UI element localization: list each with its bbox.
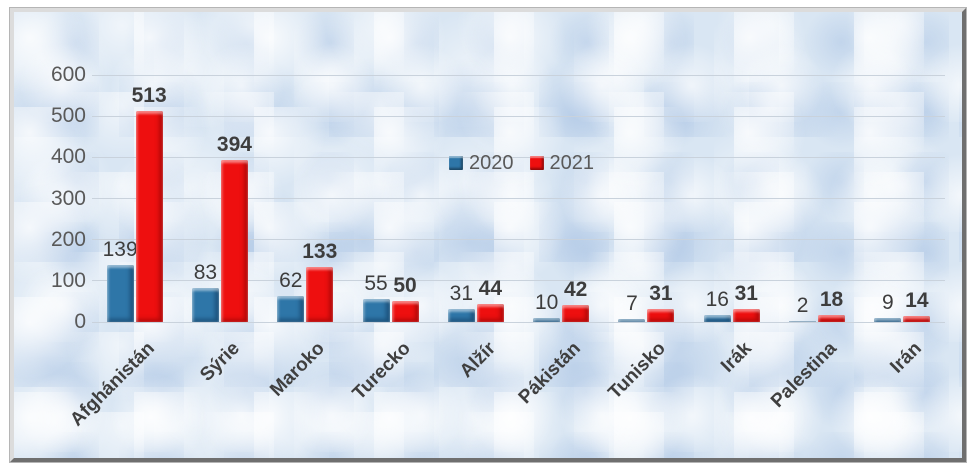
gridline-0: [92, 321, 945, 323]
y-tick-label-0: 0: [74, 310, 86, 333]
value-label-2020-Tunisko: 7: [626, 292, 638, 315]
bar-2020-Tunisko: [618, 319, 646, 322]
category-label-Sýrie: Sýrie: [196, 338, 244, 386]
bar-2020-Afghánistán: [106, 265, 134, 322]
bar-2021-Afghánistán: [135, 111, 163, 322]
bar-2020-Pákistán: [533, 318, 561, 322]
y-tick-label-300: 300: [50, 186, 86, 210]
gridline-600: [92, 74, 945, 76]
chart-frame: [10, 8, 966, 462]
legend-label-2020: 2020: [469, 152, 514, 174]
bar-2021-Irán: [903, 316, 931, 322]
value-label-2021-Afghánistán: 513: [131, 84, 167, 107]
bar-2021-Pákistán: [562, 305, 590, 322]
bar-2021-Turecko: [391, 301, 419, 322]
value-label-2021-Pákistán: 42: [563, 278, 588, 301]
gridline-500: [92, 115, 945, 117]
category-label-Afghánistán: Afghánistán: [66, 338, 159, 431]
bar-2020-Turecko: [362, 299, 390, 322]
legend-label-2021: 2021: [549, 152, 595, 174]
gridline-400: [92, 156, 945, 158]
value-label-2020-Palestina: 2: [796, 294, 809, 317]
y-tick-label-500: 500: [50, 104, 86, 128]
category-label-Palestina: Palestina: [767, 338, 841, 412]
category-label-Maroko: Maroko: [266, 338, 330, 401]
value-label-2020-Turecko: 55: [364, 272, 388, 295]
value-label-2020-Pákistán: 10: [534, 291, 559, 314]
gridline-100: [92, 280, 945, 282]
legend-swatch-2021: [529, 156, 544, 170]
bar-2021-Tunisko: [647, 309, 675, 322]
value-label-2020-Maroko: 62: [279, 269, 303, 292]
bar-2021-Irák: [732, 309, 760, 322]
bar-2020-Alžír: [447, 309, 475, 322]
value-label-2020-Irák: 16: [705, 288, 729, 311]
value-label-2021-Irák: 31: [734, 282, 758, 305]
legend-entry-2020: 2020: [449, 152, 514, 174]
bar-2020-Palestina: [789, 321, 817, 322]
legend-swatch-2020: [449, 156, 463, 170]
bar-2021-Palestina: [818, 315, 846, 322]
bar-2020-Maroko: [277, 296, 305, 322]
gridline-200: [92, 239, 945, 241]
chart-legend: 2020 2021: [449, 152, 594, 174]
category-label-Turecko: Turecko: [348, 338, 415, 405]
bar-2021-Maroko: [306, 267, 334, 322]
category-label-Pákistán: Pákistán: [514, 338, 585, 409]
value-label-2020-Afghánistán: 139: [102, 238, 138, 261]
category-label-Tunisko: Tunisko: [604, 338, 671, 404]
y-tick-label-200: 200: [50, 227, 86, 251]
value-label-2021-Palestina: 18: [819, 288, 844, 311]
bar-2020-Irán: [874, 318, 902, 322]
category-label-Alžír: Alžír: [455, 338, 500, 382]
bar-2021-Sýrie: [220, 160, 248, 322]
value-label-2020-Irán: 9: [882, 291, 894, 314]
bar-2020-Irák: [703, 315, 731, 322]
gridline-300: [92, 198, 945, 199]
value-label-2021-Sýrie: 394: [216, 133, 252, 156]
bar-2021-Alžír: [476, 304, 504, 322]
bar-2020-Sýrie: [191, 288, 219, 322]
category-label-Irák: Irák: [716, 338, 756, 377]
y-tick-label-100: 100: [50, 268, 86, 292]
y-tick-label-600: 600: [50, 63, 86, 86]
y-tick-label-400: 400: [50, 145, 86, 169]
value-label-2021-Alžír: 44: [478, 277, 503, 300]
category-label-Irán: Irán: [886, 338, 927, 378]
value-label-2021-Turecko: 50: [393, 274, 417, 297]
value-label-2020-Alžír: 31: [449, 282, 474, 305]
legend-entry-2021: 2021: [529, 152, 595, 174]
value-label-2021-Irán: 14: [905, 289, 929, 312]
value-label-2021-Tunisko: 31: [649, 282, 673, 305]
value-label-2020-Sýrie: 83: [193, 261, 218, 284]
value-label-2021-Maroko: 133: [302, 240, 338, 263]
